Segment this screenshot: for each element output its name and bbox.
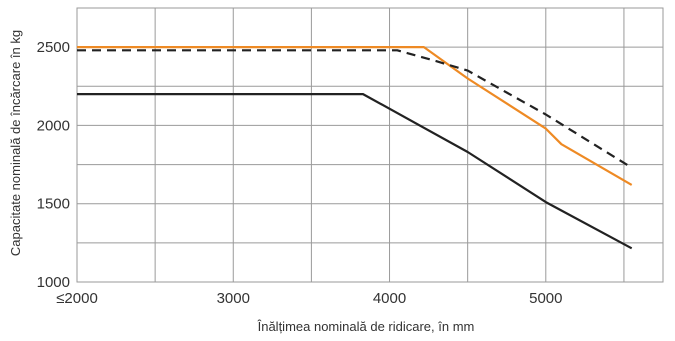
y-tick-labels: 1000 1500 2000 2500 [37,39,70,291]
y-tick-label: 1000 [37,274,70,291]
series-layer [77,45,633,250]
grid [76,7,664,283]
y-tick-label: 2500 [37,39,70,56]
x-tick-labels: ≤2000 3000 4000 5000 [56,290,562,307]
x-tick-label: 4000 [373,290,406,307]
y-tick-label: 2000 [37,117,70,134]
series-line-2 [77,49,633,169]
x-tick-label: 5000 [529,290,562,307]
x-tick-label: ≤2000 [56,290,98,307]
plot-frame [76,7,664,283]
x-axis-title: Înălțimea nominală de ridicare, în mm [257,319,475,334]
y-axis-title: Capacitate nominală de încărcare în kg [8,30,23,256]
y-tick-label: 1500 [37,196,70,213]
series-line-1 [77,45,633,186]
x-tick-label: 3000 [217,290,250,307]
series-line-3 [77,92,633,250]
